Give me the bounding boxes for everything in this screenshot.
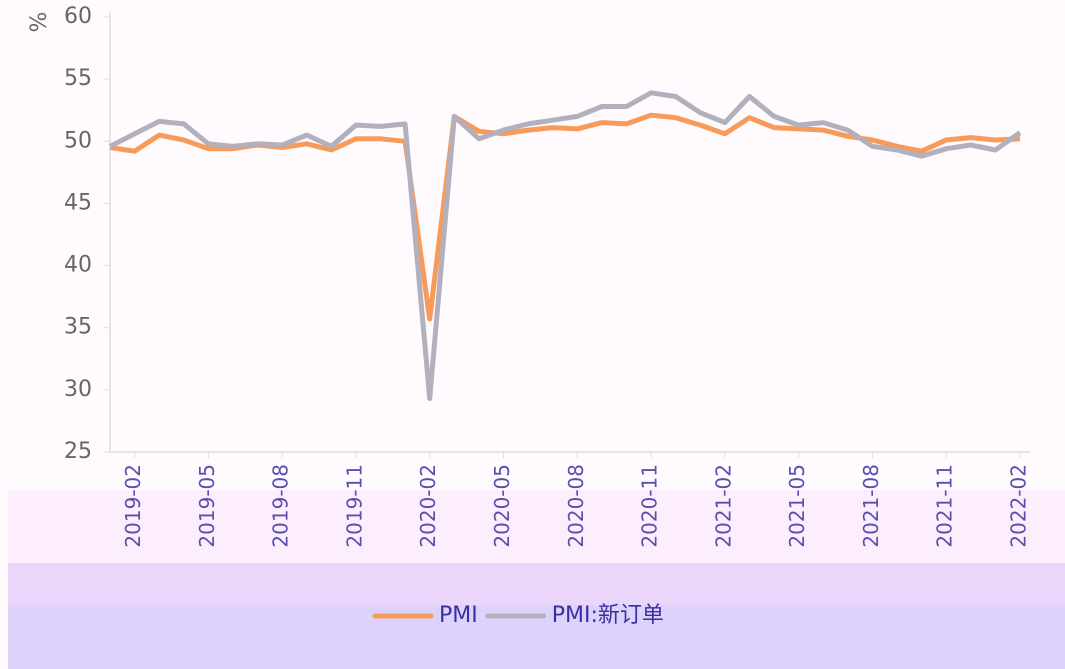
- x-tick-label: 2021-11: [933, 464, 957, 548]
- y-tick-label: 35: [64, 315, 92, 340]
- x-tick-label: 2022-02: [1007, 464, 1031, 548]
- x-tick-label: 2019-02: [121, 464, 145, 548]
- x-tick-label: 2020-11: [638, 464, 662, 548]
- y-axis-label: %: [27, 12, 52, 33]
- legend: PMI PMI:新订单: [372, 603, 664, 628]
- x-tick-label: 2019-08: [269, 464, 293, 548]
- x-tick-label: 2019-11: [342, 464, 366, 548]
- band: [8, 490, 1065, 565]
- x-tick-label: 2020-08: [564, 464, 588, 548]
- x-tick-label: 2020-05: [490, 464, 514, 548]
- band: [8, 563, 1065, 608]
- x-tick-label: 2021-02: [711, 464, 735, 548]
- legend-label: PMI:新订单: [552, 603, 664, 628]
- y-tick-label: 45: [64, 190, 92, 215]
- x-tick-label: 2021-08: [859, 464, 883, 548]
- legend-label: PMI: [439, 603, 478, 628]
- y-tick-label: 60: [64, 4, 92, 29]
- y-tick-label: 40: [64, 253, 92, 278]
- y-tick-label: 55: [64, 66, 92, 91]
- x-tick-label: 2020-02: [416, 464, 440, 548]
- series-line: [108, 90, 1022, 402]
- x-tick-label: 2021-05: [785, 464, 809, 548]
- y-tick-label: 25: [64, 439, 92, 464]
- y-tick-label: 30: [64, 377, 92, 402]
- y-tick-label: 50: [64, 128, 92, 153]
- x-tick-label: 2019-05: [195, 464, 219, 548]
